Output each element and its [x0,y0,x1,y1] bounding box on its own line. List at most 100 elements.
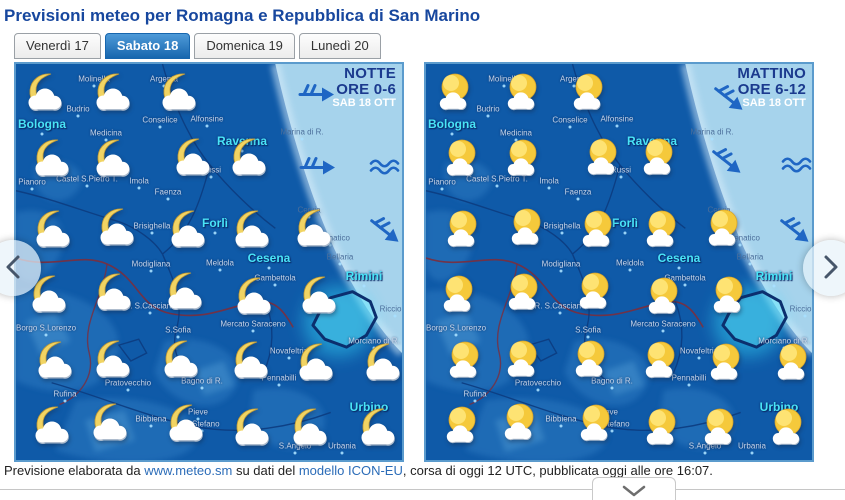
town-dot-bellaria [338,262,342,266]
town-label-riccione: Riccione [789,304,812,314]
town-dot-pianoro [440,187,444,191]
town-dot-conselice [158,125,162,129]
wind-arrow-se-icon [703,140,750,185]
town-label-argenta: Argenta [559,74,589,84]
town-dot-castel-s-pietro-t [85,184,89,188]
weather-icon-moon-cloud [230,276,276,316]
weather-icon-moon-cloud [169,137,215,177]
town-dot-marina-di-r [710,137,714,141]
map-header-line1: NOTTE [344,65,396,82]
city-dot-forl [213,231,217,235]
weather-icon-moon-cloud [228,209,274,249]
weather-icon-sun-cloud [635,137,681,177]
town-dot-pratovecchio [536,388,540,392]
tab-luned-20[interactable]: Lunedì 20 [298,33,381,59]
model-icon-eu-link[interactable]: modello ICON-EU [298,463,403,478]
town-dot-cesenatico [738,243,742,247]
weather-icon-sun-cloud [764,407,810,447]
city-dot-rimini [362,284,366,288]
wind-arrow-right-icon [297,82,335,109]
town-label-cervia: Cervia [707,205,731,215]
town-label-meldola: Meldola [205,258,235,268]
expand-forecast-button[interactable] [592,477,676,500]
chevron-down-icon [622,484,646,500]
source-note-mid: su dati del [232,463,299,478]
town-dot-modigliana [149,269,153,273]
town-dot-urbania [750,451,754,455]
town-label-imola: Imola [539,176,559,186]
chevron-right-icon [821,254,841,283]
weather-icon-sun-cloud [438,138,484,178]
town-label-russi: Russi [610,165,632,175]
town-label-s-angelo: S.Angelo [688,441,722,451]
town-dot-medicina [104,138,108,142]
town-dot-russi [209,175,213,179]
weather-icon-moon-cloud [286,407,332,447]
town-dot-bellaria [748,262,752,266]
town-dot-medicina [514,138,518,142]
town-label-morciano-di-r: Morciano di R. [758,336,810,346]
weather-icon-sun-cloud [571,271,617,311]
weather-icon-moon-cloud [90,272,136,312]
weather-icon-moon-cloud [21,72,67,112]
weather-icon-moon-cloud [359,342,402,382]
town-label-s-angelo: S.Angelo [278,441,312,451]
city-dot-ravenna [240,149,244,153]
town-dot-s-stefano [200,429,204,433]
town-label-medicina: Medicina [499,128,533,138]
town-label-conselice: Conselice [552,115,588,125]
town-dot-mercato-saraceno [251,329,255,333]
town-dot-urbania [340,451,344,455]
map-header-line2: ORE 0-6 [336,80,396,98]
town-dot-bibbiena [559,424,563,428]
weather-icon-sun-cloud [431,72,477,112]
city-label-bologna: Bologna [428,117,476,131]
town-label-urbania: Urbania [327,441,357,451]
city-label-forl: Forlì [612,216,638,230]
weather-icon-moon-cloud [162,403,208,443]
town-label-s-stefano: S.Stefano [184,419,220,429]
meteo-sm-link[interactable]: www.meteo.sm [144,463,233,478]
town-label-cesenatico: Cesenatico [719,233,761,243]
weather-icon-sun-cloud [702,342,748,382]
city-dot-forl [623,231,627,235]
town-dot-borgo-s-lorenzo [44,333,48,337]
weather-icon-moon-cloud [161,271,207,311]
city-dot-rimini [772,284,776,288]
town-dot-argenta [162,84,166,88]
town-dot-brisighella [560,231,564,235]
town-dot-gambettola [273,283,277,287]
town-label-rufina: Rufina [463,389,487,399]
carousel-next-button[interactable] [803,240,845,296]
tab-venerd-17[interactable]: Venerdì 17 [14,33,101,59]
town-label-s-sofia: S.Sofia [575,325,601,335]
town-dot-s-angelo [293,451,297,455]
town-dot-bagno-di-r [200,386,204,390]
town-dot-gambettola [683,283,687,287]
weather-icon-sun-cloud [640,276,686,316]
tab-sabato-18[interactable]: Sabato 18 [104,33,191,59]
map-panel-morning: BolognaRavennaForlìCesenaRiminiUrbinoMol… [424,62,814,462]
town-dot-meldola [218,268,222,272]
city-label-ravenna: Ravenna [216,134,268,148]
town-label-pieve: Pieve [597,407,619,417]
tab-domenica-19[interactable]: Domenica 19 [194,33,295,59]
town-label-s-stefano: S.Stefano [594,419,630,429]
city-label-cesena: Cesena [657,251,701,265]
town-dot-cesenatico [328,243,332,247]
city-label-cesena: Cesena [247,251,291,265]
weather-icon-sun-cloud [567,339,613,379]
town-dot-imola [547,186,551,190]
town-label-cervia: Cervia [297,205,321,215]
town-label-pieve: Pieve [187,407,209,417]
weather-icon-sun-cloud [499,138,545,178]
weather-icon-sun-cloud [435,274,481,314]
town-label-imola: Imola [129,176,149,186]
town-label-brisighella: Brisighella [543,221,581,231]
town-label-bibbiena: Bibbiena [545,414,577,424]
town-dot-castel-s-pietro-t [495,184,499,188]
city-dot-cesena [677,266,681,270]
wind-arrow-right-icon [298,155,336,182]
town-dot-rufina [473,399,477,403]
town-dot-bagno-di-r [610,386,614,390]
